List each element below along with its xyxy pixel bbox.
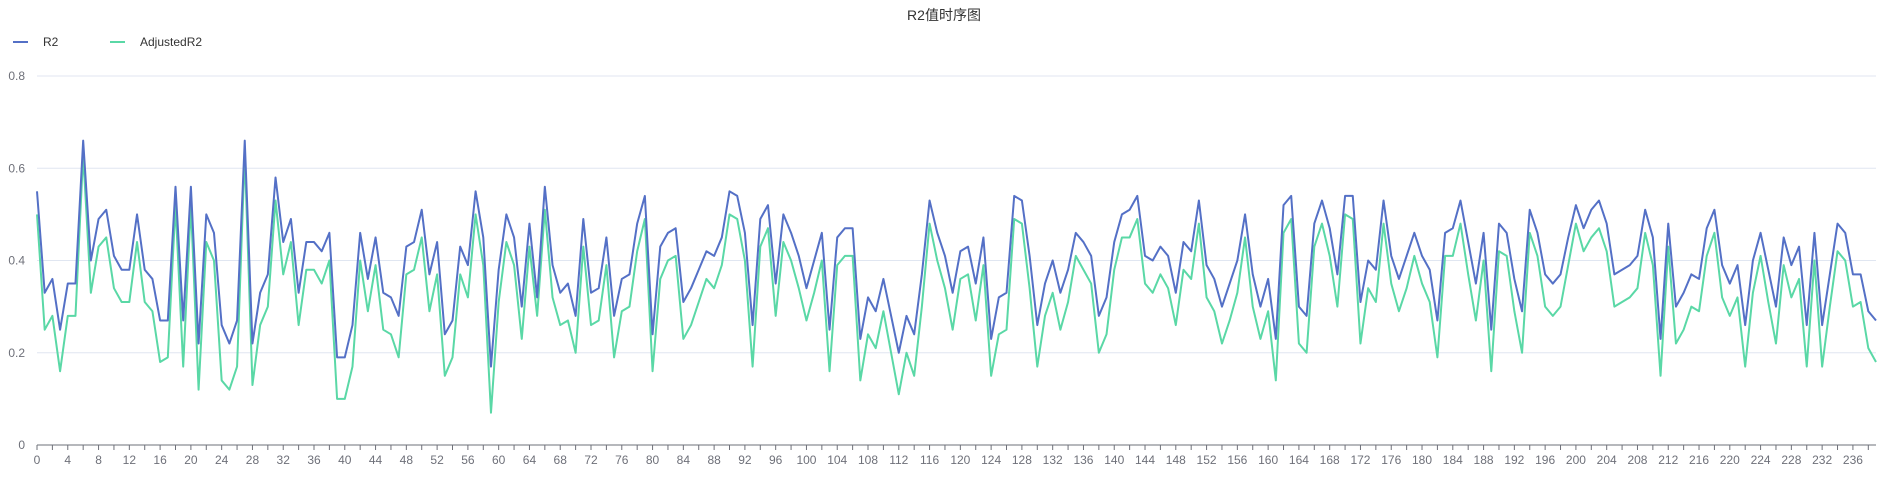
x-tick-label: 4 (64, 453, 71, 467)
x-tick-label: 96 (769, 453, 783, 467)
x-tick-label: 104 (827, 453, 847, 467)
x-tick-label: 108 (858, 453, 878, 467)
x-tick-label: 20 (184, 453, 198, 467)
x-tick-label: 136 (1073, 453, 1093, 467)
x-tick-label: 160 (1258, 453, 1278, 467)
x-tick-label: 52 (430, 453, 444, 467)
y-tick-label: 0.2 (8, 346, 25, 360)
y-tick-label: 0 (18, 438, 25, 452)
x-tick-label: 16 (153, 453, 167, 467)
x-tick-label: 124 (981, 453, 1001, 467)
x-tick-label: 140 (1104, 453, 1124, 467)
x-tick-label: 120 (950, 453, 970, 467)
x-tick-label: 12 (123, 453, 137, 467)
x-tick-label: 204 (1597, 453, 1617, 467)
x-tick-label: 208 (1627, 453, 1647, 467)
x-tick-label: 28 (246, 453, 260, 467)
y-axis: 0 0.2 0.4 0.6 0.8 (8, 69, 25, 452)
x-tick-label: 228 (1781, 453, 1801, 467)
x-tick-label: 176 (1381, 453, 1401, 467)
x-tick-label: 112 (889, 453, 908, 467)
x-tick-label: 200 (1566, 453, 1586, 467)
x-tick-label: 56 (461, 453, 475, 467)
x-tick-label: 180 (1412, 453, 1432, 467)
x-tick-label: 224 (1751, 453, 1771, 467)
x-tick-label: 164 (1289, 453, 1309, 467)
x-tick-label: 60 (492, 453, 506, 467)
series-line-adjustedr2[interactable] (36, 153, 1877, 414)
x-tick-label: 128 (1012, 453, 1032, 467)
x-tick-label: 148 (1166, 453, 1186, 467)
x-tick-label: 76 (615, 453, 629, 467)
series-line-r2[interactable] (36, 139, 1877, 368)
x-tick-label: 232 (1812, 453, 1832, 467)
x-tick-label: 192 (1504, 453, 1524, 467)
x-tick-label: 132 (1043, 453, 1063, 467)
x-tick-label: 44 (369, 453, 383, 467)
x-axis: 0 4 8 12 16 20 24 28 32 36 40 44 48 52 56 60 64 68 72 76 80 8… (34, 444, 1876, 467)
x-tick-label: 196 (1535, 453, 1555, 467)
x-tick-label: 144 (1135, 453, 1155, 467)
grid-lines (37, 75, 1876, 354)
y-tick-label: 0.8 (8, 69, 25, 83)
legend-label-adjusted-r2: AdjustedR2 (140, 35, 202, 49)
x-tick-label: 8 (95, 453, 102, 467)
legend-item-r2[interactable]: R2 (13, 35, 59, 49)
x-tick-label: 220 (1720, 453, 1740, 467)
legend-label-r2: R2 (43, 35, 59, 49)
x-tick-label: 0 (34, 453, 41, 467)
x-tick-label: 36 (307, 453, 321, 467)
x-tick-label: 236 (1843, 453, 1863, 467)
y-tick-label: 0.4 (8, 254, 25, 268)
x-tick-label: 84 (677, 453, 691, 467)
x-tick-label: 72 (584, 453, 598, 467)
legend: R2 AdjustedR2 (13, 35, 202, 49)
x-tick-label: 100 (796, 453, 816, 467)
x-tick-label: 40 (338, 453, 352, 467)
chart-title: R2值时序图 (907, 7, 981, 23)
x-tick-label: 116 (920, 453, 939, 467)
x-tick-label: 156 (1227, 453, 1247, 467)
x-tick-label: 184 (1443, 453, 1463, 467)
x-tick-label: 168 (1320, 453, 1340, 467)
x-tick-label: 24 (215, 453, 229, 467)
y-tick-label: 0.6 (8, 161, 25, 175)
x-tick-label: 64 (523, 453, 537, 467)
x-tick-label: 188 (1474, 453, 1494, 467)
x-tick-label: 172 (1350, 453, 1370, 467)
x-tick-label: 80 (646, 453, 660, 467)
series-lines (36, 139, 1877, 414)
x-tick-label: 88 (707, 453, 721, 467)
x-tick-label: 32 (277, 453, 291, 467)
x-tick-label: 92 (738, 453, 752, 467)
x-tick-label: 216 (1689, 453, 1709, 467)
x-tick-label: 152 (1197, 453, 1217, 467)
x-tick-label: 48 (400, 453, 414, 467)
x-tick-label: 68 (554, 453, 568, 467)
legend-item-adjusted-r2[interactable]: AdjustedR2 (110, 35, 202, 49)
x-tick-label: 212 (1658, 453, 1678, 467)
